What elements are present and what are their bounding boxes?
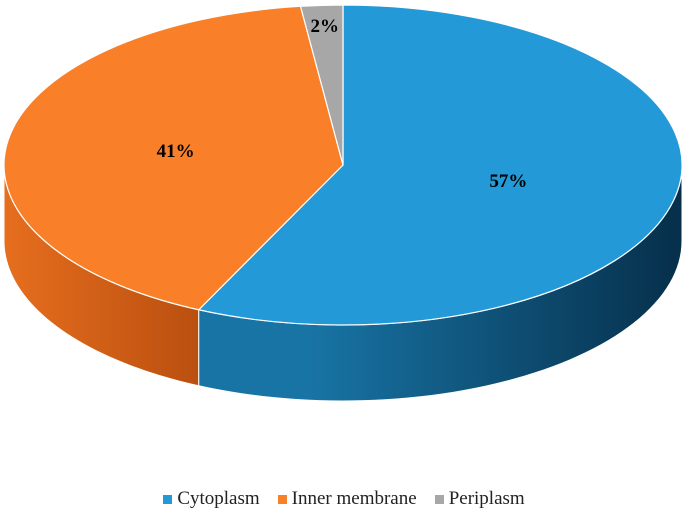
data-label-inner-membrane: 41% xyxy=(157,141,195,162)
legend-label-inner-membrane: Inner membrane xyxy=(291,488,417,509)
legend-item-inner-membrane: Inner membrane xyxy=(277,488,417,510)
legend-label-periplasm: Periplasm xyxy=(448,488,525,509)
pie-label-group: 57% 41% 2% xyxy=(157,16,528,192)
chart-legend: Cytoplasm Inner membrane Periplasm xyxy=(0,488,688,510)
data-label-cytoplasm: 57% xyxy=(489,171,527,192)
legend-swatch-inner-membrane xyxy=(277,494,287,504)
legend-label-cytoplasm: Cytoplasm xyxy=(177,488,260,509)
pie-slice-inner-membrane xyxy=(3,5,344,311)
legend-swatch-periplasm xyxy=(434,494,444,504)
legend-item-cytoplasm: Cytoplasm xyxy=(163,488,260,510)
data-label-periplasm: 2% xyxy=(310,16,339,37)
pie-slice-cytoplasm xyxy=(198,4,683,326)
legend-swatch-cytoplasm xyxy=(163,494,173,504)
legend-item-periplasm: Periplasm xyxy=(434,488,525,510)
pie-slice-periplasm xyxy=(299,4,344,166)
pie-top-group xyxy=(3,4,683,326)
